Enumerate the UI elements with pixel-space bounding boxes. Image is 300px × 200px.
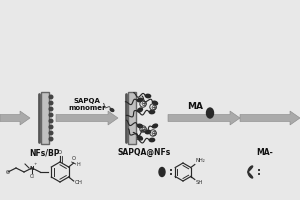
FancyArrow shape: [0, 111, 30, 125]
Text: ⊕: ⊕: [140, 99, 146, 108]
Text: O: O: [72, 156, 76, 161]
Text: O: O: [6, 170, 10, 174]
Text: NFs/BP: NFs/BP: [30, 148, 60, 157]
Text: +: +: [34, 162, 38, 166]
Circle shape: [49, 95, 53, 99]
Circle shape: [49, 137, 53, 141]
Text: NH₂: NH₂: [196, 158, 206, 164]
FancyArrow shape: [240, 111, 300, 125]
Ellipse shape: [146, 130, 151, 134]
Polygon shape: [248, 172, 253, 178]
Ellipse shape: [206, 108, 214, 118]
Circle shape: [49, 125, 53, 129]
Circle shape: [49, 107, 53, 111]
Text: SAPQA@NFs: SAPQA@NFs: [117, 148, 171, 157]
Text: :: :: [169, 167, 173, 177]
Text: ⊕: ⊕: [150, 102, 156, 112]
Ellipse shape: [137, 124, 142, 128]
Ellipse shape: [138, 108, 142, 112]
Text: Cl: Cl: [30, 174, 34, 179]
Ellipse shape: [152, 124, 158, 128]
FancyArrow shape: [56, 111, 118, 125]
Ellipse shape: [110, 109, 114, 111]
Text: N: N: [30, 166, 34, 170]
Text: H: H: [77, 162, 80, 168]
Text: O: O: [58, 150, 62, 155]
Ellipse shape: [152, 101, 158, 105]
Circle shape: [49, 131, 53, 135]
Ellipse shape: [146, 94, 151, 98]
Ellipse shape: [138, 136, 142, 140]
Text: MA: MA: [187, 102, 203, 111]
Circle shape: [49, 113, 53, 117]
Polygon shape: [248, 166, 253, 172]
Ellipse shape: [149, 138, 154, 142]
Bar: [128, 92, 136, 144]
Ellipse shape: [159, 168, 165, 176]
Text: OH: OH: [75, 180, 83, 184]
Circle shape: [49, 101, 53, 105]
Circle shape: [49, 119, 53, 123]
Text: ⊕: ⊕: [140, 124, 146, 134]
FancyArrow shape: [168, 111, 240, 125]
Text: :: :: [257, 167, 261, 177]
Text: MA-: MA-: [256, 148, 273, 157]
Bar: [41, 92, 49, 144]
Ellipse shape: [137, 98, 142, 102]
Ellipse shape: [149, 110, 154, 114]
Text: SAPQA
monomer: SAPQA monomer: [68, 98, 106, 111]
Text: ⊕: ⊕: [150, 129, 156, 138]
Text: SH: SH: [196, 180, 203, 186]
